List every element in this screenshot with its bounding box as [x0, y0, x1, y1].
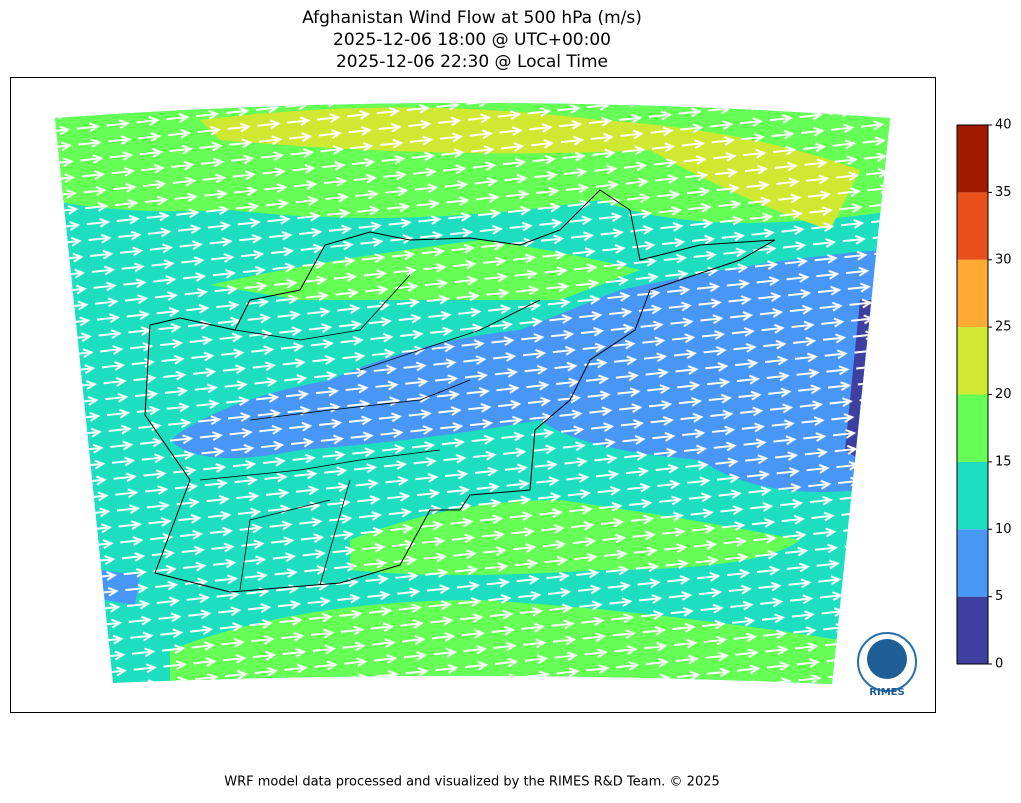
colorbar-tick-label: 35: [995, 185, 1012, 200]
colorbar-tick-label: 40: [995, 118, 1012, 133]
colorbar-bin: [957, 394, 988, 462]
colorbar-bin: [957, 125, 988, 193]
colorbar: 0 5 10 15 20 25 30 35 40: [956, 118, 1012, 672]
colorbar-tick-label: 0: [995, 657, 1003, 672]
colorbar-bin: [957, 192, 988, 260]
province-borders: [199, 274, 541, 591]
map-frame: [10, 77, 936, 713]
country-outline: [144, 189, 776, 593]
colorbar-bin: [957, 529, 988, 597]
colorbar-bin: [957, 259, 988, 328]
colorbar-bin: [957, 327, 988, 395]
footer: WRF model data processed and visualized …: [224, 775, 720, 790]
title-line: 2025-12-06 22:30 @ Local Time: [336, 52, 608, 72]
title-line: Afghanistan Wind Flow at 500 hPa (m/s): [302, 8, 642, 28]
colorbar-tick-label: 30: [995, 252, 1012, 267]
colorbar-tick-label: 25: [995, 320, 1012, 335]
colorbar-tick-label: 15: [995, 454, 1012, 469]
wind-field: [55, 103, 890, 684]
logo-text: RIMES: [869, 687, 904, 698]
colorbar-bin: [957, 461, 988, 530]
colorbar-tick-label: 5: [995, 589, 1003, 604]
title-block: Afghanistan Wind Flow at 500 hPa (m/s) 2…: [302, 8, 642, 72]
title-line: 2025-12-06 18:00 @ UTC+00:00: [333, 30, 611, 50]
logo: RIMES: [857, 632, 917, 698]
colorbar-bin: [957, 596, 988, 664]
colorbar-tick-label: 10: [995, 522, 1012, 537]
colorbar-tick-label: 20: [995, 387, 1012, 402]
